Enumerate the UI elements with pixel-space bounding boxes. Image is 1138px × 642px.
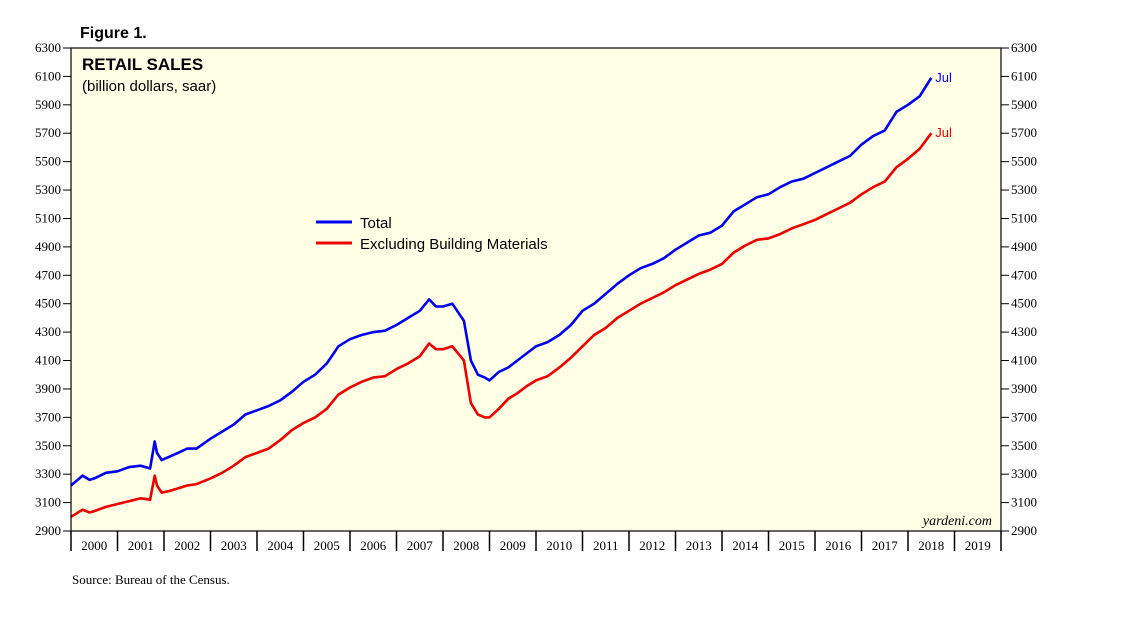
x-tick-label: 2018 bbox=[918, 538, 944, 553]
legend-label-total: Total bbox=[360, 215, 392, 232]
x-tick-label: 2001 bbox=[128, 538, 154, 553]
x-tick-label: 2015 bbox=[779, 538, 805, 553]
y-tick-label-left: 3900 bbox=[35, 381, 61, 396]
y-tick-label-right: 6100 bbox=[1011, 68, 1037, 83]
y-tick-label-right: 4700 bbox=[1011, 267, 1037, 282]
x-tick-label: 2003 bbox=[221, 538, 247, 553]
y-tick-label-left: 4900 bbox=[35, 239, 61, 254]
y-tick-label-right: 4300 bbox=[1011, 324, 1037, 339]
y-tick-label-right: 2900 bbox=[1011, 523, 1037, 538]
y-tick-label-left: 4500 bbox=[35, 296, 61, 311]
y-tick-label-right: 4500 bbox=[1011, 296, 1037, 311]
y-tick-label-right: 6300 bbox=[1011, 40, 1037, 55]
x-tick-label: 2017 bbox=[872, 538, 899, 553]
x-tick-label: 2006 bbox=[360, 538, 387, 553]
x-tick-label: 2005 bbox=[314, 538, 340, 553]
plot-frame bbox=[70, 47, 1002, 532]
legend-label-excl: Excluding Building Materials bbox=[360, 236, 548, 253]
x-tick-label: 2016 bbox=[825, 538, 852, 553]
watermark: yardeni.com bbox=[921, 514, 992, 529]
chart-title: RETAIL SALES bbox=[82, 55, 203, 74]
x-tick-label: 2010 bbox=[546, 538, 572, 553]
y-tick-label-right: 3300 bbox=[1011, 466, 1037, 481]
y-tick-label-right: 5100 bbox=[1011, 210, 1037, 225]
y-tick-label-left: 4700 bbox=[35, 267, 61, 282]
x-tick-label: 2019 bbox=[965, 538, 991, 553]
y-tick-label-right: 4100 bbox=[1011, 353, 1037, 368]
y-tick-label-left: 5700 bbox=[35, 125, 61, 140]
y-tick-label-left: 3700 bbox=[35, 409, 61, 424]
y-tick-label-left: 4100 bbox=[35, 353, 61, 368]
x-tick-label: 2011 bbox=[593, 538, 619, 553]
x-tick-label: 2002 bbox=[174, 538, 200, 553]
x-tick-label: 2012 bbox=[639, 538, 665, 553]
y-tick-label-right: 3500 bbox=[1011, 438, 1037, 453]
y-tick-label-right: 5700 bbox=[1011, 125, 1037, 140]
y-tick-label-right: 5300 bbox=[1011, 182, 1037, 197]
axes: 2900 2900 3100 3100 3300 3300 3500 3500 3700 3700… bbox=[35, 40, 1037, 553]
chart-subtitle: (billion dollars, saar) bbox=[82, 78, 216, 95]
y-tick-label-left: 4300 bbox=[35, 324, 61, 339]
figure-label: Figure 1. bbox=[80, 25, 147, 42]
y-tick-label-right: 5500 bbox=[1011, 154, 1037, 169]
y-tick-label-right: 3900 bbox=[1011, 381, 1037, 396]
y-tick-label-left: 5500 bbox=[35, 154, 61, 169]
y-tick-label-left: 6300 bbox=[35, 40, 61, 55]
end-label-excl: Jul bbox=[935, 125, 952, 140]
series-line-excl bbox=[70, 132, 933, 518]
x-tick-label: 2004 bbox=[267, 538, 294, 553]
legend: Total Excluding Building Materials bbox=[316, 215, 548, 253]
x-tick-label: 2008 bbox=[453, 538, 479, 553]
plot-area bbox=[71, 48, 1001, 531]
x-tick-label: 2000 bbox=[81, 538, 107, 553]
y-tick-label-left: 5300 bbox=[35, 182, 61, 197]
y-tick-label-left: 6100 bbox=[35, 68, 61, 83]
y-tick-label-left: 3300 bbox=[35, 466, 61, 481]
x-tick-label: 2014 bbox=[732, 538, 759, 553]
y-tick-label-right: 4900 bbox=[1011, 239, 1037, 254]
y-tick-label-right: 3100 bbox=[1011, 495, 1037, 510]
y-tick-label-left: 3100 bbox=[35, 495, 61, 510]
source-note: Source: Bureau of the Census. bbox=[72, 572, 230, 587]
y-tick-label-left: 3500 bbox=[35, 438, 61, 453]
y-tick-label-left: 5900 bbox=[35, 97, 61, 112]
y-tick-label-right: 3700 bbox=[1011, 409, 1037, 424]
x-tick-label: 2009 bbox=[500, 538, 526, 553]
end-label-total: Jul bbox=[935, 70, 952, 85]
x-tick-label: 2007 bbox=[407, 538, 434, 553]
x-tick-label: 2013 bbox=[686, 538, 712, 553]
y-tick-label-right: 5900 bbox=[1011, 97, 1037, 112]
series-line-total bbox=[70, 77, 933, 487]
series-lines bbox=[70, 77, 933, 518]
y-tick-label-left: 5100 bbox=[35, 210, 61, 225]
y-tick-label-left: 2900 bbox=[35, 523, 61, 538]
